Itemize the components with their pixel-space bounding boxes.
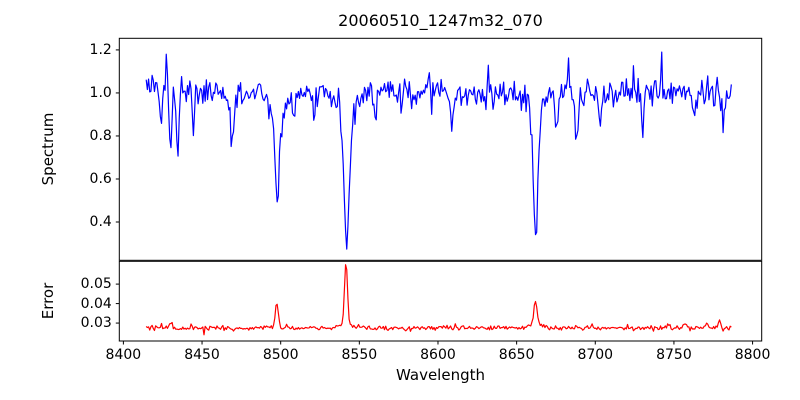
x-tick-label: 8550: [341, 347, 378, 363]
x-tick-label: 8650: [498, 347, 535, 363]
error-panel-border: [118, 260, 763, 342]
x-tick-label: 8400: [105, 347, 142, 363]
error-y-axis-label: Error: [39, 282, 57, 320]
x-tick-label: 8700: [577, 347, 614, 363]
error-y-tick-label: 0.05: [80, 276, 112, 293]
chart-title: 20060510_1247m32_070: [338, 11, 543, 30]
spectrum-y-axis-label: Spectrum: [39, 112, 57, 186]
spectrum-y-tick-label: 0.8: [89, 127, 112, 144]
error-y-tick-label: 0.03: [80, 315, 112, 332]
error-line: [145, 264, 732, 336]
spectrum-y-tick-label: 1.2: [89, 41, 112, 58]
x-tick-label: 8450: [184, 347, 220, 363]
spectrum-panel-border: [118, 37, 763, 261]
spectrum-y-tick-label: 1.0: [89, 84, 112, 101]
x-tick-label: 8600: [420, 347, 456, 363]
spectrum-y-tick-label: 0.6: [89, 170, 112, 187]
x-tick-label: 8750: [656, 347, 692, 363]
x-tick-label: 8500: [262, 347, 299, 363]
x-axis-label: Wavelength: [396, 366, 485, 384]
error-y-tick-label: 0.04: [80, 295, 112, 312]
spectrum-y-tick-label: 0.4: [89, 214, 112, 230]
spectrum-line: [145, 51, 732, 250]
x-tick-label: 8800: [734, 347, 771, 363]
